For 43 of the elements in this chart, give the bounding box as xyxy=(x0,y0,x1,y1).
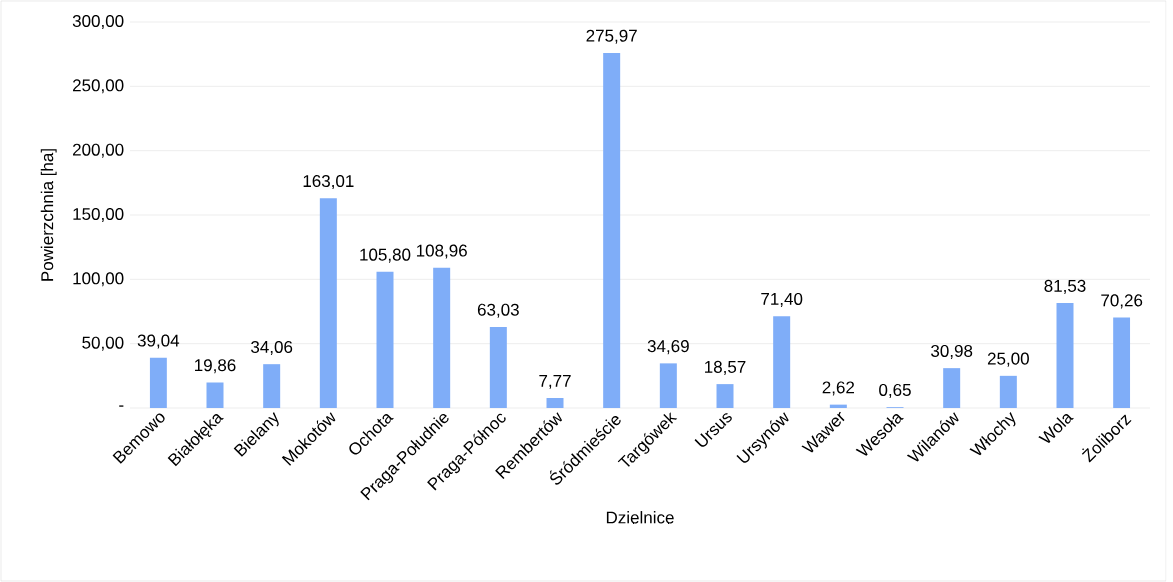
bar xyxy=(603,52,621,408)
y-tick-label: 250,00 xyxy=(73,79,124,94)
bar xyxy=(546,398,564,408)
y-tick-label: 100,00 xyxy=(73,272,124,287)
data-label: 19,86 xyxy=(195,359,236,374)
bar xyxy=(433,267,451,408)
bar xyxy=(319,198,337,408)
y-tick-label: - xyxy=(119,405,124,407)
bar xyxy=(999,375,1017,408)
data-label: 39,04 xyxy=(137,334,180,349)
data-label: 81,53 xyxy=(1044,279,1086,294)
y-tick-label: 300,00 xyxy=(72,14,124,30)
data-label: 34,69 xyxy=(647,340,689,355)
data-label: 108,96 xyxy=(416,244,467,259)
y-tick-label: 200,00 xyxy=(73,143,124,158)
data-label: 7,77 xyxy=(539,374,571,389)
data-label: 2,62 xyxy=(822,381,855,396)
data-label: 34,06 xyxy=(251,340,293,355)
bar xyxy=(376,271,394,408)
bar xyxy=(773,316,791,408)
bar xyxy=(1113,317,1131,408)
bar xyxy=(1056,303,1074,408)
bar xyxy=(943,368,961,408)
y-tick-label: 50,00 xyxy=(82,336,124,351)
bar xyxy=(716,384,734,408)
bar xyxy=(489,326,507,408)
data-label: 63,03 xyxy=(477,303,519,318)
y-tick-label: 150,00 xyxy=(73,207,124,223)
data-label: 30,98 xyxy=(931,344,973,359)
bar xyxy=(149,357,167,408)
bar xyxy=(206,382,224,408)
data-label: 0,65 xyxy=(879,383,911,398)
data-label: 163,01 xyxy=(303,175,354,190)
data-label: 70,26 xyxy=(1101,294,1143,309)
bar xyxy=(263,364,281,408)
data-label: 25,00 xyxy=(987,352,1029,367)
data-label: 71,40 xyxy=(761,292,803,307)
data-label: 105,80 xyxy=(360,248,411,263)
data-label: 275,97 xyxy=(586,29,637,44)
data-label: 18,57 xyxy=(705,360,746,375)
x-axis-title: Dzielnice xyxy=(606,511,674,524)
y-axis-title: Powierzchnia [ha] xyxy=(40,149,57,281)
bar xyxy=(659,363,677,408)
